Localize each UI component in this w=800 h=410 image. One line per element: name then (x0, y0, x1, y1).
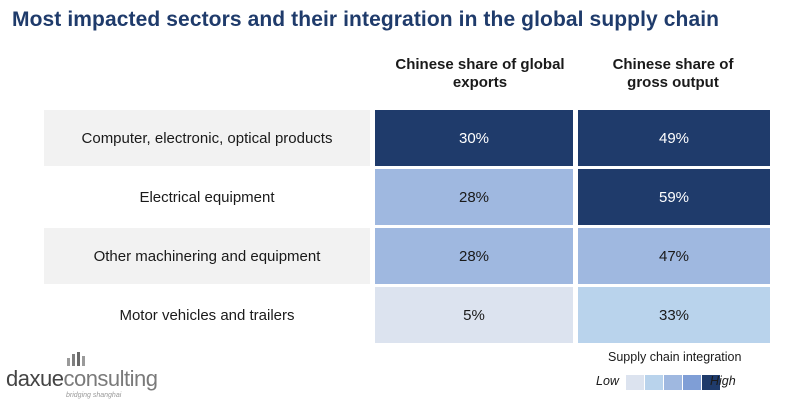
legend-swatch (664, 375, 682, 390)
row-label: Computer, electronic, optical products (44, 110, 370, 166)
chart-title: Most impacted sectors and their integrat… (12, 8, 720, 31)
table-cell: 47% (578, 228, 770, 284)
legend-swatch (645, 375, 663, 390)
row-label: Electrical equipment (139, 188, 275, 206)
logo-bars-icon (67, 352, 85, 366)
legend-high-label: High (710, 374, 736, 388)
legend-title: Supply chain integration (608, 350, 742, 364)
column-header-gross-output-line2: gross output (627, 74, 719, 91)
logo-text-consulting: consulting (63, 366, 158, 391)
legend-swatch (626, 375, 644, 390)
column-header-exports: Chinese share of global exports (385, 56, 575, 92)
logo-wordmark: daxueconsulting (6, 366, 158, 392)
legend-swatch (702, 375, 720, 390)
column-header-gross-output-line1: Chinese share of (612, 56, 734, 73)
legend-low-label: Low (596, 374, 619, 388)
column-header-exports-line1: Chinese share of global (395, 56, 565, 73)
table-cell: 5% (375, 287, 573, 343)
row-label: Other machinering and equipment (44, 228, 370, 284)
column-header-gross-output: Chinese share of gross output (578, 56, 768, 92)
row-label: Motor vehicles and trailers (119, 306, 295, 324)
logo-tagline: bridging shanghai (66, 392, 122, 399)
table-cell: 59% (578, 169, 770, 225)
table-cell: 28% (375, 169, 573, 225)
table-cell: 49% (578, 110, 770, 166)
table-cell: 28% (375, 228, 573, 284)
legend-swatch (683, 375, 701, 390)
daxue-consulting-logo: daxueconsulting bridging shanghai (6, 352, 196, 404)
table-cell: 30% (375, 110, 573, 166)
logo-text-daxue: daxue (6, 366, 64, 391)
column-header-exports-line2: exports (452, 74, 508, 91)
table-cell: 33% (578, 287, 770, 343)
